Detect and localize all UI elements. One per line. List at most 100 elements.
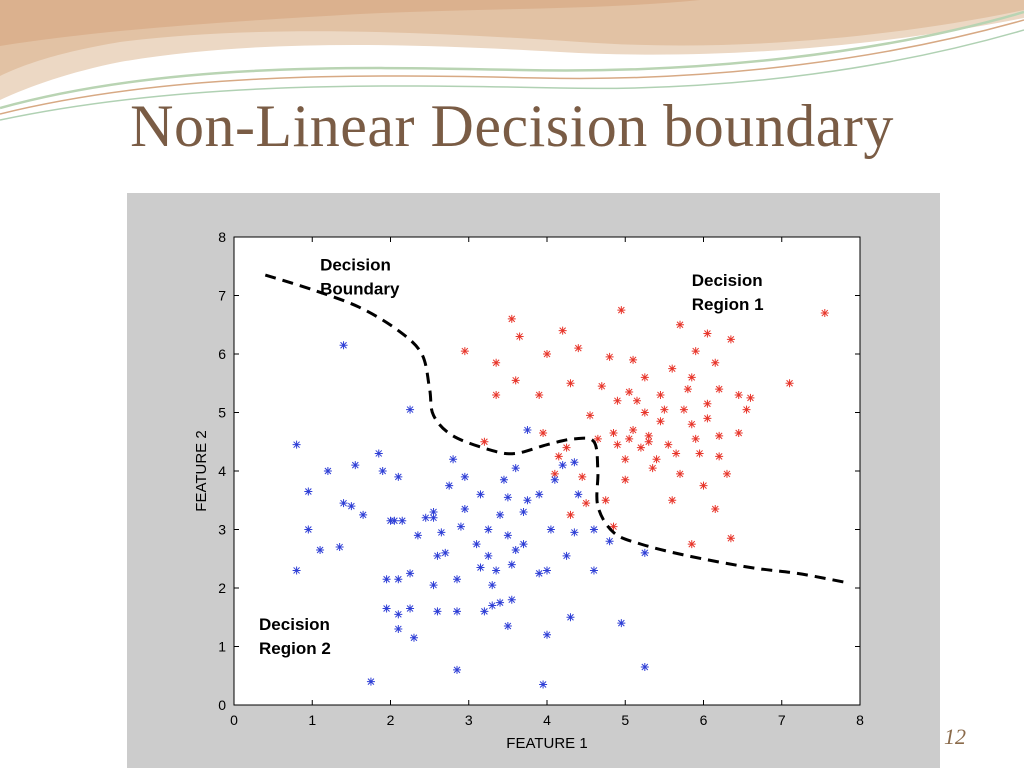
- x-tick-label: 2: [387, 712, 395, 728]
- data-point-blue: [484, 551, 493, 560]
- data-point-blue: [507, 595, 516, 604]
- data-point-blue: [429, 581, 438, 590]
- data-point-blue: [476, 563, 485, 572]
- y-tick-label: 5: [218, 405, 226, 421]
- data-point-blue: [640, 548, 649, 557]
- scatter-chart: 0 1 2 3 4 5 6 7 8 0 1 2 3 4 5 6 7 8 FEATURE 1 FEATURE 2 Deci…: [193, 229, 864, 752]
- data-point-red: [648, 464, 657, 473]
- data-point-blue: [386, 516, 395, 525]
- data-point-red: [609, 522, 618, 531]
- y-axis-label: FEATURE 2: [193, 430, 210, 511]
- data-point-red: [687, 420, 696, 429]
- data-point-red: [711, 505, 720, 514]
- data-point-blue: [413, 531, 422, 540]
- x-axis-label: FEATURE 1: [506, 735, 587, 752]
- data-point-blue: [433, 607, 442, 616]
- data-point-blue: [292, 440, 301, 449]
- data-point-blue: [511, 545, 520, 554]
- data-point-red: [640, 373, 649, 382]
- data-point-red: [515, 332, 524, 341]
- data-point-red: [683, 385, 692, 394]
- data-point-red: [593, 434, 602, 443]
- data-point-blue: [304, 487, 313, 496]
- data-point-blue: [378, 467, 387, 475]
- data-point-red: [703, 414, 712, 423]
- data-point-red: [597, 382, 606, 391]
- data-point-blue: [574, 490, 583, 499]
- decision-boundary-curve: [264, 273, 845, 584]
- data-point-blue: [453, 575, 462, 584]
- data-point-blue: [519, 507, 528, 516]
- data-point-blue: [351, 461, 360, 470]
- data-point-blue: [437, 528, 446, 537]
- data-point-blue: [543, 566, 551, 575]
- annotation-decision-boundary: Decision Boundary: [320, 255, 400, 298]
- data-point-red: [574, 344, 583, 353]
- data-point-red: [785, 379, 794, 388]
- data-point-red: [691, 434, 700, 443]
- slide-number: 12: [944, 724, 966, 749]
- data-point-blue: [562, 551, 571, 560]
- data-point-red: [691, 347, 700, 356]
- data-point-red: [605, 352, 614, 361]
- data-point-blue: [441, 548, 450, 557]
- y-tick-label: 8: [218, 229, 226, 245]
- data-point-blue: [456, 522, 465, 531]
- data-point-red: [644, 431, 653, 440]
- data-point-red: [687, 373, 696, 382]
- data-point-blue: [543, 630, 551, 639]
- data-point-red: [679, 405, 688, 414]
- y-tick-label: 4: [218, 463, 226, 479]
- data-point-red: [558, 326, 567, 335]
- data-point-blue: [558, 461, 567, 470]
- data-point-red: [625, 434, 634, 443]
- data-point-red: [613, 440, 622, 449]
- data-point-blue: [292, 566, 301, 575]
- annotation-decision-region-2-line: Decision: [259, 615, 330, 634]
- data-point-blue: [484, 525, 493, 534]
- data-point-blue: [503, 493, 512, 502]
- data-point-red: [672, 449, 681, 458]
- scatter-figure: 0 1 2 3 4 5 6 7 8 0 1 2 3 4 5 6 7 8 FEATURE 1 FEATURE 2 Deci…: [127, 193, 940, 768]
- data-point-red: [535, 390, 544, 399]
- data-point-blue: [406, 604, 415, 613]
- data-point-red: [507, 314, 516, 323]
- data-point-red: [652, 455, 661, 464]
- data-point-red: [460, 347, 469, 356]
- data-point-blue: [394, 575, 403, 584]
- data-point-red: [566, 379, 575, 388]
- data-point-red: [629, 426, 638, 435]
- data-point-blue: [511, 464, 520, 473]
- data-point-red: [726, 335, 735, 344]
- data-point-blue: [488, 601, 497, 610]
- data-point-blue: [339, 341, 348, 350]
- data-point-blue: [366, 677, 375, 686]
- data-point-blue: [304, 525, 313, 534]
- data-point-red: [687, 540, 696, 549]
- annotation-decision-boundary-line: Boundary: [320, 279, 400, 298]
- data-point-red: [746, 393, 755, 402]
- data-point-red: [617, 306, 626, 315]
- data-point-blue: [480, 607, 489, 616]
- x-tick-label: 1: [308, 712, 316, 728]
- data-point-blue: [488, 581, 497, 590]
- data-point-blue: [429, 507, 438, 516]
- data-point-blue: [589, 566, 598, 575]
- data-point-blue: [394, 472, 403, 481]
- data-point-blue: [382, 575, 391, 584]
- data-point-red: [695, 449, 704, 458]
- data-point-blue: [496, 598, 505, 607]
- data-point-blue: [640, 662, 649, 671]
- slide-title: Non-Linear Decision boundary: [130, 93, 894, 159]
- data-point-blue: [359, 510, 368, 519]
- data-point-red: [550, 469, 559, 478]
- data-point-blue: [406, 569, 415, 578]
- annotation-decision-region-1-line: Decision: [692, 271, 763, 290]
- data-point-blue: [496, 510, 505, 519]
- data-point-blue: [503, 622, 512, 631]
- data-point-blue: [507, 560, 516, 569]
- data-point-blue: [394, 610, 403, 619]
- data-point-red: [629, 355, 638, 364]
- data-point-blue: [323, 467, 332, 475]
- data-point-blue: [472, 540, 481, 549]
